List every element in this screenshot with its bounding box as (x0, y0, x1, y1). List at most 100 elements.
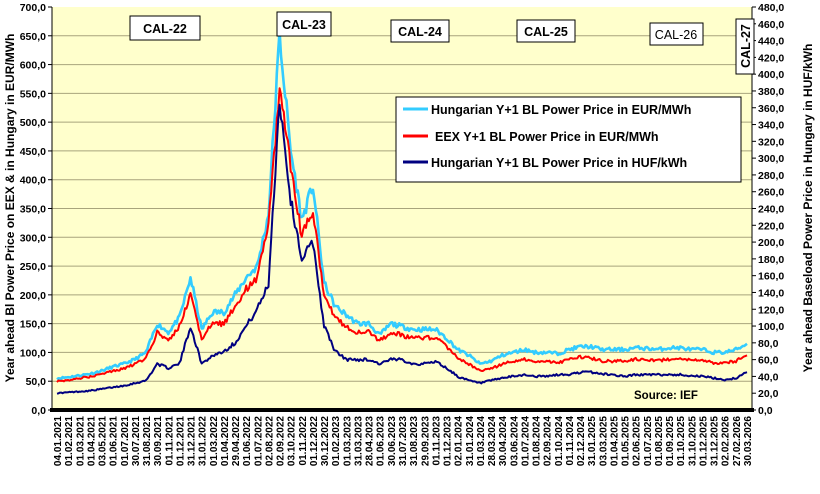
y-right-tick-label: 180,0 (758, 254, 784, 266)
y-right-tick-label: 120,0 (758, 304, 784, 316)
y-right-tick-label: 300,0 (758, 153, 784, 165)
x-tick-label: 31.08.2023 (409, 416, 420, 466)
x-tick-label: 31.10.2025 (687, 416, 698, 466)
x-tick-label: 01.10.2025 (676, 416, 687, 466)
x-tick-label: 01.10.2024 (554, 416, 565, 466)
y-right-tick-label: 400,0 (758, 69, 784, 81)
x-tick-label: 02.12.2024 (576, 416, 587, 466)
legend-eex-eur: EEX Y+1 BL Power Price in EUR/MWh (435, 130, 659, 144)
y-left-label: Year ahead Bl Power Price on EEX & in Hu… (3, 34, 17, 383)
y-right-tick-label: 60,0 (758, 355, 779, 367)
y-left-tick-label: 250,0 (20, 261, 46, 273)
y-right-tick-label: 240,0 (758, 204, 784, 216)
y-left-tick-label: 500,0 (20, 117, 46, 129)
x-tick-label: 02.02.2026 (721, 416, 732, 466)
x-tick-label: 31.03.2023 (353, 416, 364, 466)
x-tick-label: 01.03.2024 (476, 416, 487, 466)
x-tick-label: 01.11.2021 (164, 416, 175, 466)
x-tick-label: 01.12.2021 (175, 416, 186, 466)
x-tick-label: 31.12.2021 (187, 416, 198, 466)
x-tick-label: 01.03.2022 (209, 416, 220, 466)
y-left-tick-label: 300,0 (20, 232, 46, 244)
y-left-tick-label: 0,0 (31, 405, 46, 417)
cal-23-box: CAL-23 (276, 11, 332, 37)
x-tick-label: 01.12.2022 (309, 416, 320, 466)
y-right-tick-label: 420,0 (758, 52, 784, 64)
y-right-tick-label: 480,0 (758, 2, 784, 14)
x-tick-label: 31.01.2025 (587, 416, 598, 466)
x-tick-label: 01.11.2024 (565, 416, 576, 466)
x-tick-label: 03.10.2022 (287, 416, 298, 466)
x-tick-label: 02.09.2022 (276, 416, 287, 466)
y-right-tick-label: 280,0 (758, 170, 784, 182)
y-left-tick-label: 150,0 (20, 319, 46, 331)
x-tick-label: 31.07.2023 (398, 416, 409, 466)
x-tick-label: 28.03.2024 (487, 416, 498, 466)
y-left-tick-label: 600,0 (20, 60, 46, 72)
y-right-tick-label: 40,0 (758, 371, 779, 383)
cal-26-label: CAL-26 (655, 28, 697, 42)
x-tick-label: 01.04.2025 (609, 416, 620, 466)
cal-27-box: CAL-27 (735, 18, 755, 75)
x-tick-label: 01.03.2023 (342, 416, 353, 466)
cal-22-box: CAL-22 (129, 15, 201, 41)
x-tick-label: 01.12.2025 (698, 416, 709, 466)
y-left-tick-label: 550,0 (20, 88, 46, 100)
x-tick-label: 31.01.2024 (465, 416, 476, 466)
x-tick-label: 29.09.2023 (420, 416, 431, 466)
x-tick-label: 01.05.2025 (621, 416, 632, 466)
y-right-tick-label: 20,0 (758, 388, 779, 400)
cal-25-box: CAL-25 (516, 19, 576, 43)
y-right-tick-label: 140,0 (758, 287, 784, 299)
y-right-tick-label: 340,0 (758, 120, 784, 132)
x-tick-label: 02.01.2024 (454, 416, 465, 466)
y-right-tick-label: 0,0 (758, 405, 773, 417)
x-tick-label: 30.03.2026 (743, 416, 754, 466)
y-left-tick-label: 700,0 (20, 2, 46, 14)
cal-24-box: CAL-24 (390, 19, 450, 43)
y-right-tick-label: 260,0 (758, 187, 784, 199)
legend-hu-huf: Hungarian Y+1 BL Power Price in HUF/kWh (431, 156, 687, 170)
x-tick-label: 30.06.2023 (387, 416, 398, 466)
x-tick-label: 30.12.2022 (320, 416, 331, 466)
y-right-tick-label: 440,0 (758, 36, 784, 48)
y-right-tick-label: 380,0 (758, 86, 784, 98)
x-tick-label: 01.07.2024 (520, 416, 531, 466)
cal-23-label: CAL-23 (282, 18, 326, 32)
x-tick-label: 01.06.2022 (242, 416, 253, 466)
y-right-tick-label: 320,0 (758, 136, 784, 148)
x-tick-label: 01.09.2025 (665, 416, 676, 466)
x-tick-label: 01.11.2022 (298, 416, 309, 466)
x-tick-label: 01.06.2021 (109, 416, 120, 466)
cal-22-label: CAL-22 (143, 22, 187, 36)
x-tick-label: 01.06.2023 (376, 416, 387, 466)
x-tick-label: 01.07.2021 (120, 416, 131, 466)
x-tick-label: 01.12.2023 (443, 416, 454, 466)
x-tick-label: 02.06.2025 (632, 416, 643, 466)
y-left-tick-label: 50,0 (26, 376, 47, 388)
x-tick-label: 01.04.2021 (86, 416, 97, 466)
x-tick-label: 01.04.2022 (220, 416, 231, 466)
y-right-tick-label: 100,0 (758, 321, 784, 333)
y-right-tick-label: 200,0 (758, 237, 784, 249)
source-note: Source: IEF (634, 390, 698, 402)
x-tick-label: 28.04.2023 (365, 416, 376, 466)
series-line-0 (56, 29, 748, 381)
x-tick-label: 01.03.2021 (75, 416, 86, 466)
legend: Hungarian Y+1 BL Power Price in EUR/MWh … (395, 96, 742, 183)
x-tick-label: 02.08.2022 (264, 416, 275, 466)
x-tick-label: 01.07.2022 (253, 416, 264, 466)
x-tick-label: 03.06.2024 (509, 416, 520, 466)
x-tick-label: 02.09.2024 (543, 416, 554, 466)
y-left-tick-label: 650,0 (20, 31, 46, 43)
x-tick-label: 01.07.2025 (643, 416, 654, 466)
y-left-tick-label: 200,0 (20, 290, 46, 302)
series-line-1 (56, 87, 748, 383)
series-line-2 (56, 103, 748, 395)
x-tick-label: 27.02.2026 (732, 416, 743, 466)
x-tick-label: 31.08.2021 (142, 416, 153, 466)
x-tick-label: 01.08.2024 (532, 416, 543, 466)
x-tick-label: 01.02.2021 (64, 416, 75, 466)
